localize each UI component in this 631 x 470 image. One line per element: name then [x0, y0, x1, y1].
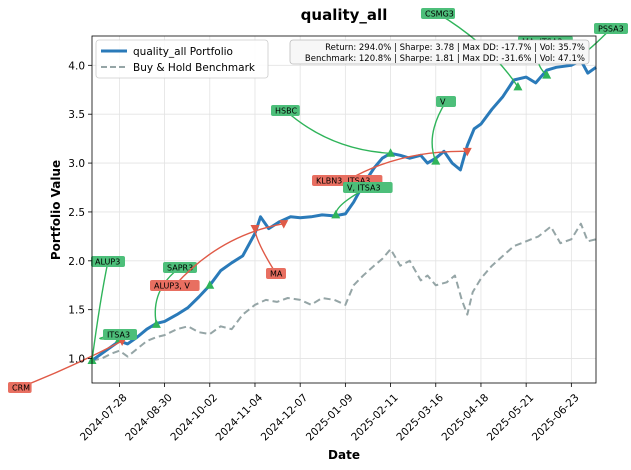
sell-marker [279, 220, 289, 229]
annotation-label-bg [436, 96, 456, 107]
buy-marker [205, 280, 215, 289]
annotation-label: ITSA3 [107, 331, 130, 340]
x-axis-label: Date [328, 448, 360, 462]
plot-frame [91, 35, 597, 384]
x-tick-label: 2024-10-02 [168, 392, 220, 444]
annotation-label: CRM [12, 384, 30, 393]
x-tick-label: 2025-05-21 [485, 392, 537, 444]
buy-marker [386, 148, 396, 157]
annotation-label: V [440, 98, 446, 107]
y-tick-label: 1.0 [68, 354, 85, 366]
x-tick-label: 2024-12-07 [259, 392, 311, 444]
annotation-label-bg [103, 329, 137, 340]
y-tick-label: 2.5 [68, 207, 85, 219]
annotation-label: MA [270, 270, 283, 279]
annotation-label-bg [91, 256, 125, 267]
stats-portfolio: Return: 294.0% | Sharpe: 3.78 | Max DD: … [325, 43, 585, 53]
grid [92, 36, 596, 383]
annotation-label-bg [421, 8, 455, 19]
stats-benchmark: Benchmark: 120.8% | Sharpe: 1.81 | Max D… [305, 54, 585, 64]
annotation-arrow [174, 222, 284, 286]
annotation-label: CSMG3 [425, 10, 454, 19]
x-tick-label: 2024-08-30 [123, 392, 175, 444]
marker-layer [87, 52, 583, 365]
annotation-label: ALUP3 [95, 258, 120, 267]
x-tick-label: 2025-01-09 [304, 392, 356, 444]
annotation-label-bg [594, 23, 628, 34]
annotation-arrow [284, 109, 391, 154]
annotation-label: SAPR3 [167, 264, 193, 273]
annotation-label: KLBN3, ITSA3 [316, 177, 370, 186]
y-tick-label: 3.0 [68, 158, 85, 170]
x-tick-label: 2025-02-11 [349, 392, 401, 444]
y-axis-label: Portfolio Value [49, 160, 63, 260]
legend: quality_all Portfolio Buy & Hold Benchma… [95, 39, 269, 79]
annotation-label-bg [343, 182, 393, 193]
annotation-layer: CRM ALUP3 ITSA3 SAPR3 ALUP3, V MA HSBC KLBN3, I… [8, 8, 628, 393]
annotation-label-bg [150, 280, 200, 291]
y-tick-label: 2.0 [68, 256, 85, 268]
y-tick-label: 4.0 [68, 60, 85, 72]
x-tick-label: 2025-06-23 [530, 392, 582, 444]
x-tick-label: 2025-03-16 [394, 392, 446, 444]
annotation-arrow [346, 150, 468, 182]
annotation-label: ALUP3, V [154, 282, 190, 291]
stats-box: Return: 294.0% | Sharpe: 3.78 | Max DD: … [289, 39, 590, 65]
y-tick-label: 3.5 [68, 109, 85, 121]
x-tick-label: 2025-04-18 [440, 392, 492, 444]
annotation-label-bg [8, 382, 32, 393]
annotation-label-bg [271, 105, 300, 116]
benchmark-line [91, 222, 597, 362]
legend-box [95, 39, 269, 79]
portfolio-line [91, 58, 597, 362]
annotation-arrow [91, 261, 109, 361]
y-tick-label: 1.5 [68, 305, 85, 317]
annotation-label: HSBC [275, 107, 297, 116]
legend-label-benchmark: Buy & Hold Benchmark [133, 62, 256, 74]
annotation-label-bg [163, 262, 197, 273]
x-tick-label: 2024-11-04 [214, 392, 266, 444]
x-tick-label: 2024-07-28 [78, 392, 130, 444]
series-layer [91, 58, 597, 362]
axis-ticks: 1.0 1.5 2.0 2.5 3.0 3.5 4.0 2024-07-282024-08-3… [68, 60, 581, 443]
legend-label-portfolio: quality_all Portfolio [133, 46, 233, 58]
annotation-label: PSSA3 [598, 25, 624, 34]
chart-title: quality_all [301, 6, 388, 24]
stats-box-bg [289, 39, 590, 65]
sell-marker [462, 147, 472, 157]
annotation-label-bg [266, 268, 286, 279]
annotation-label: V, ITSA3 [347, 184, 381, 193]
annotation-arrow [254, 228, 277, 274]
annotation-arrow [431, 101, 447, 162]
